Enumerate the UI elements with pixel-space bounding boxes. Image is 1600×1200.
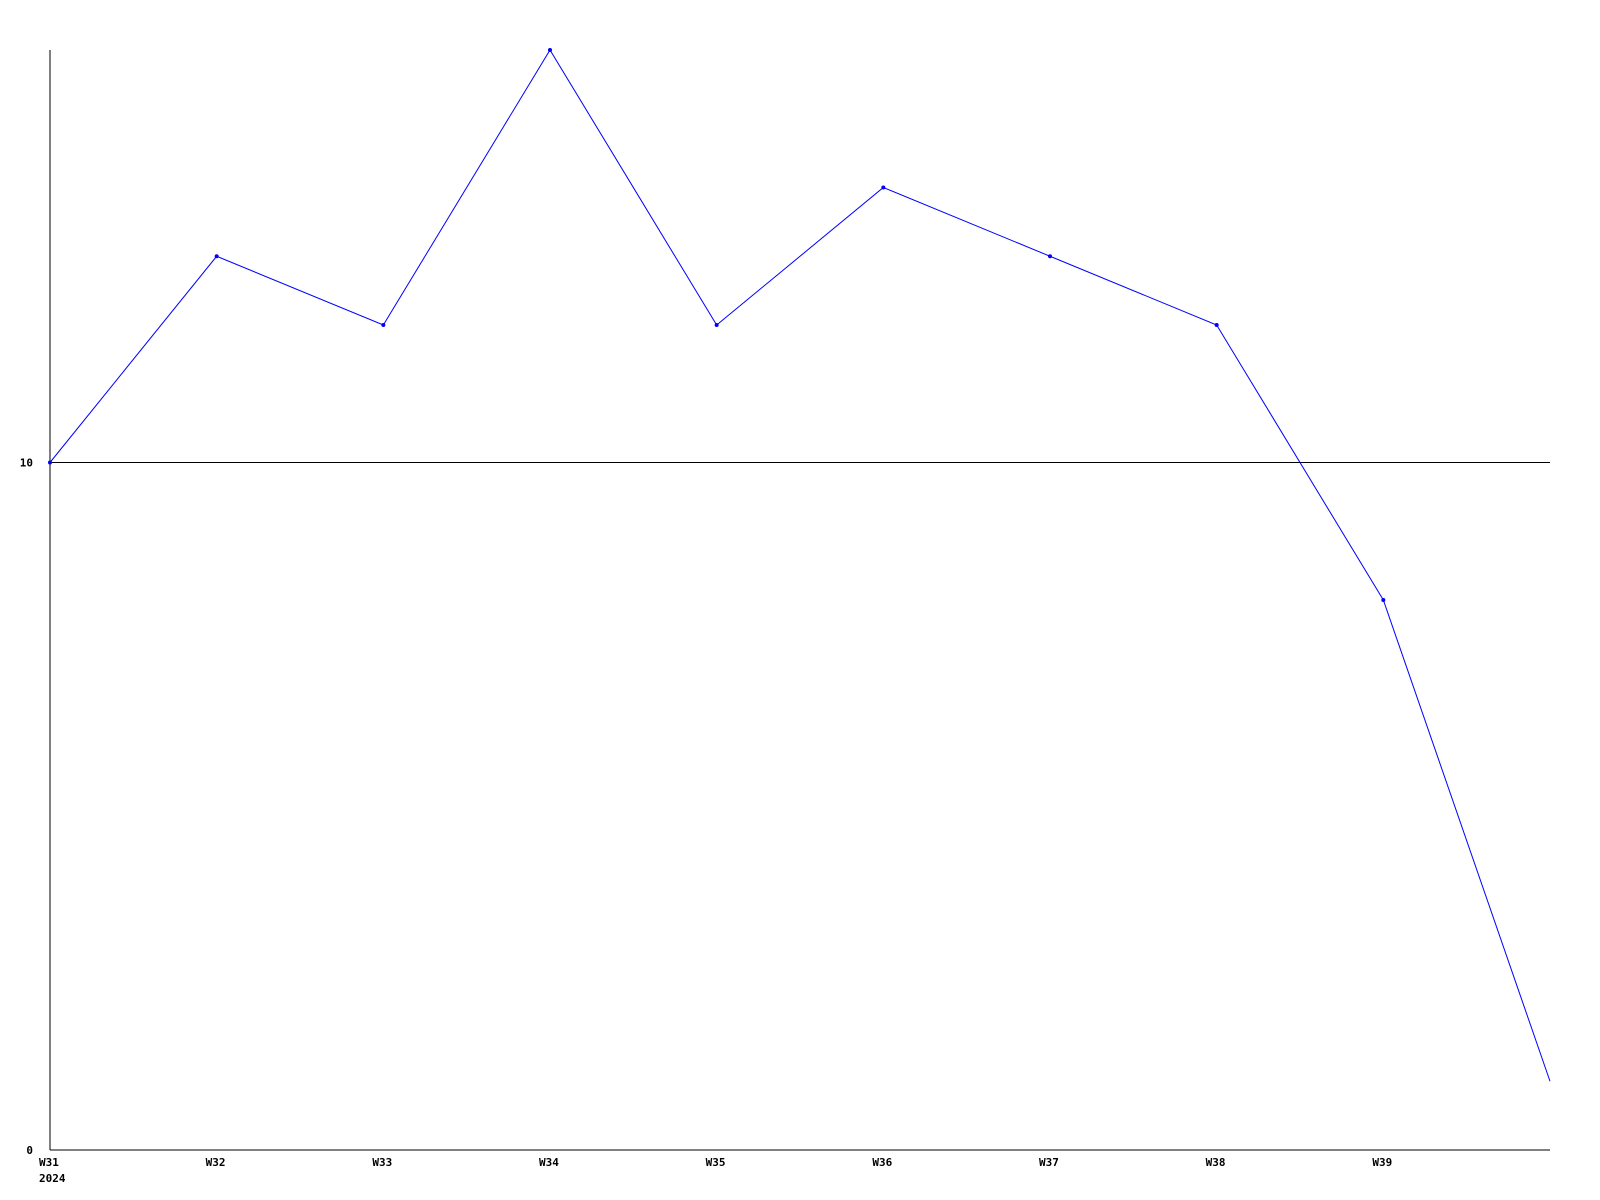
data-point <box>1381 598 1386 602</box>
x-tick-labels: W31 W32 W33 W34 W35 W36 W37 W38 W39 <box>39 1156 1392 1169</box>
x-tick-label: W36 <box>872 1156 892 1169</box>
x-tick-label: W33 <box>372 1156 392 1169</box>
y-tick-label: 0 <box>26 1144 33 1157</box>
series-line <box>49 49 1551 1082</box>
data-point <box>1048 254 1052 259</box>
x-tick-label: W38 <box>1206 1156 1226 1169</box>
x-sublabel-year: 2024 <box>39 1172 66 1185</box>
y-tick-label: 10 <box>20 457 33 470</box>
data-point <box>214 254 219 259</box>
y-tick-labels: 0 10 <box>20 457 33 1158</box>
data-point <box>548 48 552 52</box>
x-tick-label: W39 <box>1372 1156 1392 1169</box>
data-point <box>1214 323 1219 327</box>
x-tick-label: W31 <box>39 1156 59 1169</box>
data-point <box>714 323 719 327</box>
data-points <box>48 48 1386 602</box>
x-tick-label: W32 <box>206 1156 226 1169</box>
data-point <box>381 323 386 327</box>
data-point <box>48 460 52 465</box>
x-tick-label: W34 <box>539 1156 559 1169</box>
x-tick-label: W37 <box>1039 1156 1059 1169</box>
x-tick-label: W35 <box>706 1156 726 1169</box>
data-point <box>881 185 886 190</box>
